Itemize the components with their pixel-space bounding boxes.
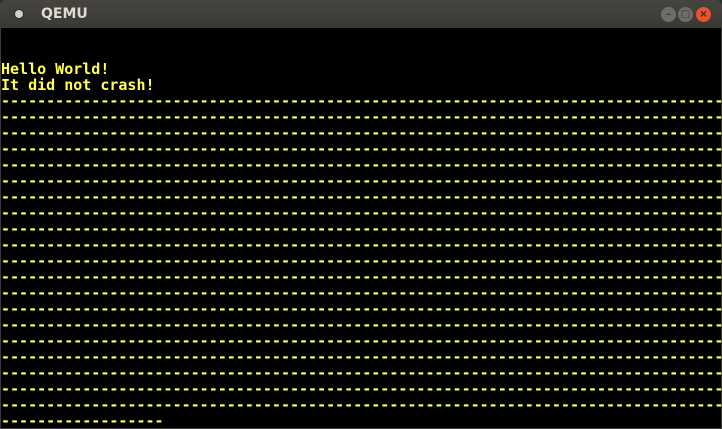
close-button[interactable]: × [696, 7, 711, 22]
window-title: QEMU [41, 6, 88, 22]
console-line: ----------------------------------------… [1, 156, 722, 174]
maximize-button[interactable]: □ [678, 7, 693, 22]
console-line: ----------------------------------------… [1, 188, 722, 206]
minimize-button[interactable]: – [661, 7, 676, 22]
console-line: ----------------------------------------… [1, 348, 722, 366]
console-line: ----------------------------------------… [1, 172, 722, 190]
qemu-app-icon [15, 10, 23, 18]
console-line: ----------------------------------------… [1, 332, 722, 350]
console-line: Hello World! [1, 60, 110, 78]
console-line: ----------------------------------------… [1, 396, 722, 414]
console-line: ------------------ [1, 412, 164, 429]
console-line: ----------------------------------------… [1, 300, 722, 318]
console-line: ----------------------------------------… [1, 380, 722, 398]
vm-display[interactable]: Hello World! It did not crash! -----------… [1, 28, 722, 429]
console-line: ----------------------------------------… [1, 236, 722, 254]
console-line: ----------------------------------------… [1, 252, 722, 270]
console-line: ----------------------------------------… [1, 316, 722, 334]
console-line: ----------------------------------------… [1, 284, 722, 302]
console-line: ----------------------------------------… [1, 92, 722, 110]
console-line: ----------------------------------------… [1, 140, 722, 158]
title-bar[interactable]: QEMU – □ × [0, 0, 722, 28]
console-line: ----------------------------------------… [1, 108, 722, 126]
console-line: ----------------------------------------… [1, 124, 722, 142]
console-line: ----------------------------------------… [1, 268, 722, 286]
console-line: ----------------------------------------… [1, 204, 722, 222]
console-line: ----------------------------------------… [1, 364, 722, 382]
console-line: ----------------------------------------… [1, 220, 722, 238]
console-line: It did not crash! [1, 76, 155, 94]
